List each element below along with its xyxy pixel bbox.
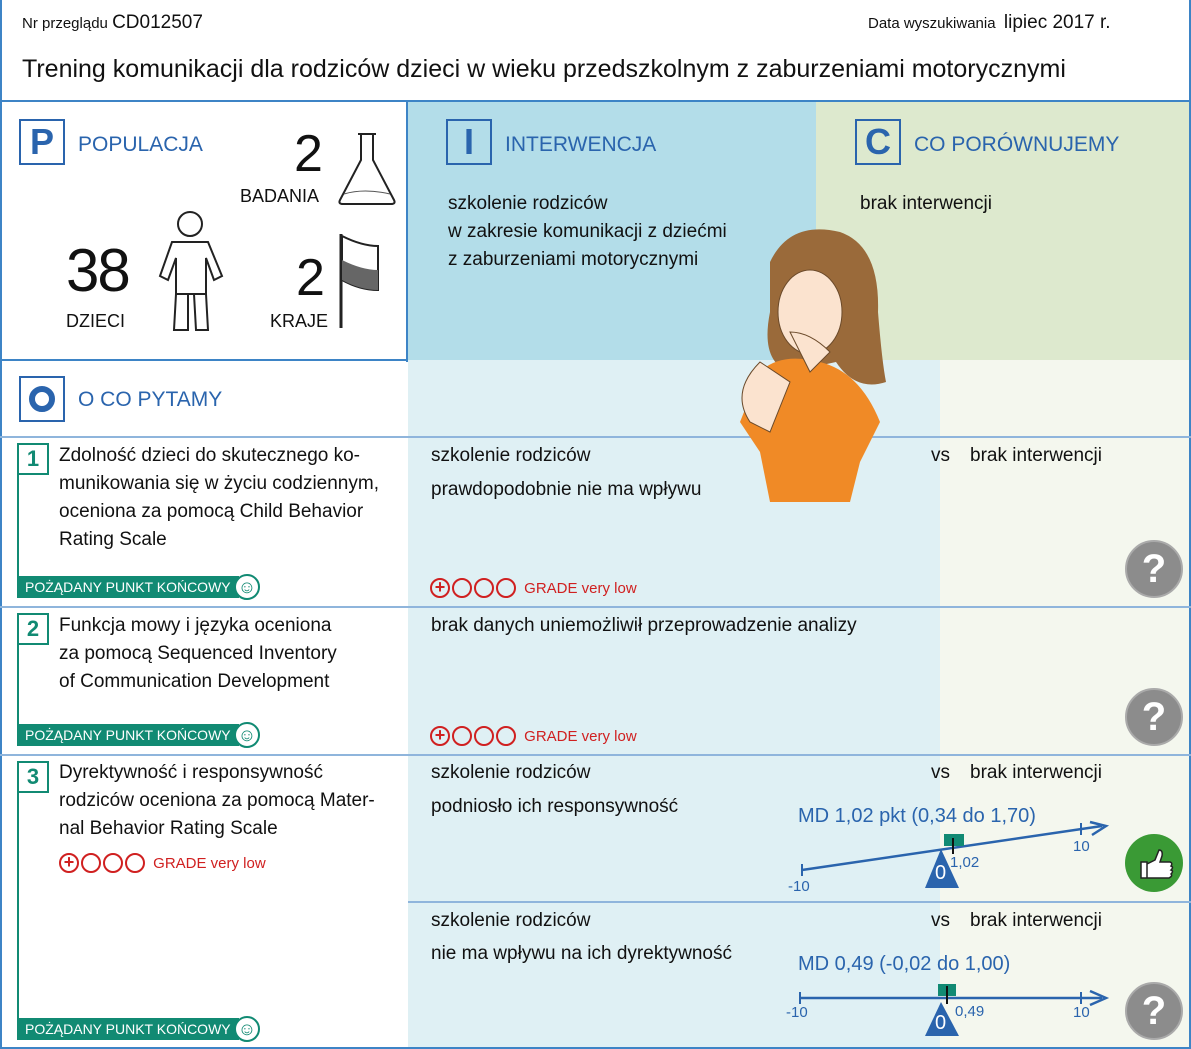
zero-label: 0 xyxy=(935,862,947,884)
scale-max-label: 10 xyxy=(1073,1004,1090,1021)
outcome-line: Dyrektywność i responsywność xyxy=(59,762,323,783)
scale-max-label: 10 xyxy=(1073,838,1090,855)
smiley-icon: ☺ xyxy=(234,722,260,748)
value-label: 1,02 xyxy=(950,854,980,871)
review-label: Nr przeglądu xyxy=(22,15,108,32)
studies-label: BADANIA xyxy=(240,186,320,206)
flask-icon xyxy=(338,133,396,205)
grade-rating: + GRADE very low xyxy=(430,726,637,746)
scale-min-label: -10 xyxy=(788,878,810,895)
mean-difference-label: MD 1,02 pkt (0,34 do 1,70) xyxy=(798,805,1036,827)
grade-label: GRADE very low xyxy=(153,854,266,872)
outcome-line: munikowania się w życiu codziennym, xyxy=(59,473,379,494)
grade-rating: + GRADE very low xyxy=(430,578,637,598)
review-id: CD012507 xyxy=(112,12,203,33)
outcome-line: Funkcja mowy i języka oceniona xyxy=(59,615,332,636)
search-date: Data wyszukiwania lipiec 2017 r. xyxy=(868,12,1111,34)
intervention-letter: I xyxy=(446,119,492,165)
outcomes-heading: O CO PYTAMY xyxy=(78,388,223,411)
question-icon: ? xyxy=(1125,688,1183,746)
vs-label: vs xyxy=(931,445,950,466)
vs-label: vs xyxy=(931,910,950,931)
desired-endpoint-badge: POŻĄDANY PUNKT KOŃCOWY xyxy=(17,576,239,598)
countries-label: KRAJE xyxy=(270,311,329,331)
outcome-line: of Communication Development xyxy=(59,671,330,692)
outcome-line: za pomocą Sequenced Inventory xyxy=(59,643,337,664)
grade-label: GRADE very low xyxy=(524,579,637,597)
population-letter: P xyxy=(19,119,65,165)
thumbs-up-icon xyxy=(1125,834,1183,892)
zero-label: 0 xyxy=(935,1012,947,1034)
outcome-description: Zdolność dzieci do skutecznego ko- munik… xyxy=(59,442,379,554)
intervention-line: w zakresie komunikacji z dziećmi xyxy=(448,221,727,242)
comparator-label: brak interwencji xyxy=(970,445,1102,466)
question-icon: ? xyxy=(1125,540,1183,598)
countries-count: 2 xyxy=(296,249,325,307)
outcome-number: 2 xyxy=(17,613,49,645)
intervention-heading: INTERWENCJA xyxy=(505,133,657,156)
smiley-icon: ☺ xyxy=(234,574,260,600)
outcome-result: prawdopodobnie nie ma wpływu xyxy=(431,479,702,500)
search-label: Data wyszukiwania xyxy=(868,15,996,32)
children-count: 38 xyxy=(66,237,131,304)
comparison-heading: CO PORÓWNUJEMY xyxy=(914,133,1120,156)
outcome-result: nie ma wpływu na ich dyrektywność xyxy=(431,943,732,964)
outcome-line: Rating Scale xyxy=(59,529,167,550)
intervention-line: szkolenie rodziców xyxy=(448,193,608,214)
desired-endpoint-badge: POŻĄDANY PUNKT KOŃCOWY xyxy=(17,1018,239,1040)
grade-rating: + GRADE very low xyxy=(59,853,266,873)
effect-scale xyxy=(799,984,1110,1036)
outcome-number: 1 xyxy=(17,443,49,475)
intervention-label: szkolenie rodziców xyxy=(431,445,591,466)
children-label: DZIECI xyxy=(66,311,126,331)
girl-illustration xyxy=(740,229,886,502)
outcome-description: Funkcja mowy i języka oceniona za pomocą… xyxy=(59,612,337,696)
outcome-line: Zdolność dzieci do skutecznego ko- xyxy=(59,445,360,466)
effect-scale xyxy=(801,820,1110,888)
page-title: Trening komunikacji dla rodziców dzieci … xyxy=(22,55,1066,83)
intervention-label: szkolenie rodziców xyxy=(431,910,591,931)
question-icon: ? xyxy=(1125,982,1183,1040)
outcome-result: podniosło ich responsywność xyxy=(431,796,679,817)
outcome-line: nal Behavior Rating Scale xyxy=(59,818,278,839)
grade-label: GRADE very low xyxy=(524,727,637,745)
value-label: 0,49 xyxy=(955,1003,985,1020)
outcome-number: 3 xyxy=(17,761,49,793)
smiley-icon: ☺ xyxy=(234,1016,260,1042)
desired-endpoint-badge: POŻĄDANY PUNKT KOŃCOWY xyxy=(17,724,239,746)
child-icon xyxy=(158,211,224,331)
comparison-letter: C xyxy=(855,119,901,165)
intervention-text: szkolenie rodziców w zakresie komunikacj… xyxy=(448,190,727,274)
scale-min-label: -10 xyxy=(786,1004,808,1021)
mean-difference-label: MD 0,49 (-0,02 do 1,00) xyxy=(798,953,1011,975)
population-heading: POPULACJA xyxy=(78,133,203,156)
intervention-line: z zaburzeniami motorycznymi xyxy=(448,249,699,270)
comparator-label: brak interwencji xyxy=(970,762,1102,783)
search-date-value: lipiec 2017 r. xyxy=(1003,12,1111,33)
flag-icon xyxy=(339,234,379,328)
vs-label: vs xyxy=(931,762,950,783)
outcomes-letter xyxy=(19,376,65,422)
comparator-label: brak interwencji xyxy=(970,910,1102,931)
review-number: Nr przeglądu CD012507 xyxy=(22,12,203,34)
outcome-line: rodziców oceniona za pomocą Mater- xyxy=(59,790,375,811)
outcome-line: oceniona za pomocą Child Behavior xyxy=(59,501,364,522)
outcome-description: Dyrektywność i responsywność rodziców oc… xyxy=(59,759,375,843)
studies-count: 2 xyxy=(294,125,323,183)
intervention-label: szkolenie rodziców xyxy=(431,762,591,783)
comparison-text: brak interwencji xyxy=(860,193,992,214)
outcome-result: brak danych uniemożliwił przeprowadzenie… xyxy=(431,615,857,636)
